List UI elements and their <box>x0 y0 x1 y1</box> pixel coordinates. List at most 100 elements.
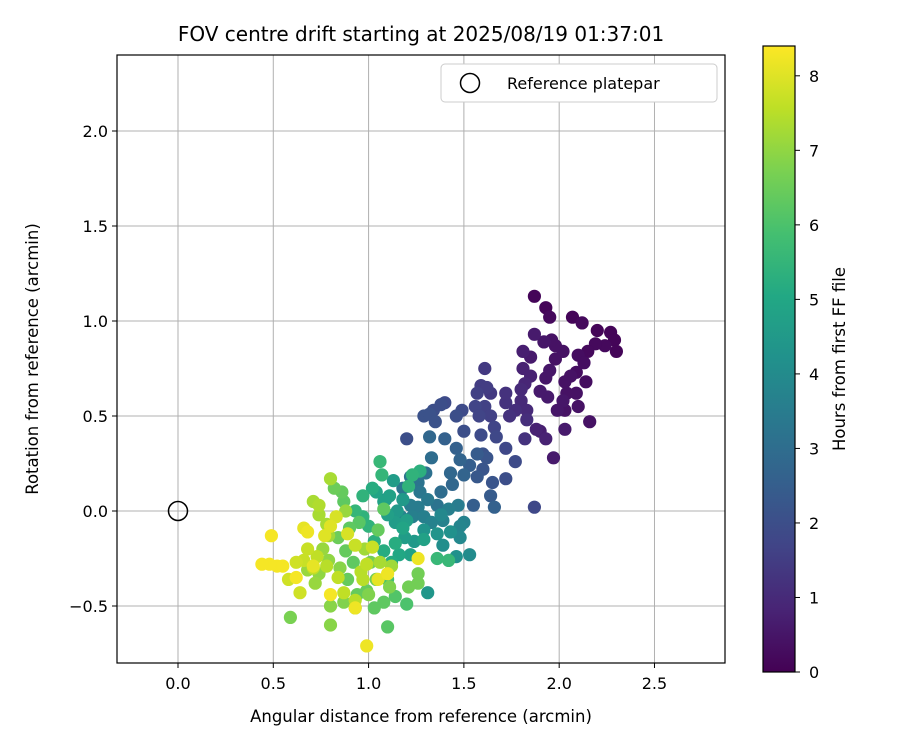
data-point <box>411 551 425 566</box>
data-point <box>365 540 379 554</box>
data-point <box>442 553 456 568</box>
data-point <box>341 527 355 541</box>
data-point <box>607 333 622 347</box>
x-tick-label: 0.5 <box>261 674 286 693</box>
data-point <box>434 485 448 499</box>
x-tick-label: 0.0 <box>165 674 190 693</box>
plot-frame <box>116 54 726 664</box>
data-point <box>577 356 591 370</box>
data-point <box>474 428 488 442</box>
data-point <box>337 595 351 609</box>
data-point <box>352 515 366 530</box>
data-point <box>348 601 362 615</box>
colorbar-ticks: 0 1 2 3 4 5 6 7 8 <box>795 67 819 682</box>
y-tick-label: 1.0 <box>83 312 108 331</box>
data-point <box>320 559 334 573</box>
data-point <box>470 386 484 400</box>
data-point <box>466 498 480 512</box>
data-point <box>436 538 450 552</box>
data-point <box>457 468 471 482</box>
y-tick-label: −0.5 <box>69 597 108 616</box>
data-point <box>537 335 551 349</box>
x-tick-label: 1.0 <box>356 674 381 693</box>
data-point <box>388 589 402 604</box>
data-point <box>337 586 351 600</box>
colorbar-tick-label: 0 <box>809 663 819 682</box>
colorbar-tick-label: 1 <box>809 588 819 607</box>
data-point <box>484 489 498 503</box>
data-point <box>289 555 303 569</box>
data-point <box>293 586 307 600</box>
data-point <box>396 521 410 535</box>
data-point <box>356 489 370 503</box>
data-point <box>579 375 593 389</box>
data-point <box>449 409 463 423</box>
data-point <box>371 572 385 587</box>
data-point <box>323 472 338 486</box>
data-point <box>421 493 435 507</box>
data-point <box>558 375 572 389</box>
data-point <box>264 529 278 543</box>
data-point <box>520 403 534 417</box>
data-point <box>323 519 338 533</box>
data-point <box>373 455 387 469</box>
data-point <box>411 567 425 581</box>
reference-platepar-marker <box>167 500 189 522</box>
data-point <box>485 475 500 490</box>
data-point <box>543 310 557 324</box>
data-point <box>499 441 513 455</box>
data-point <box>381 567 395 581</box>
data-point <box>362 588 376 602</box>
data-point <box>457 424 471 438</box>
data-point <box>453 519 467 533</box>
data-point <box>533 384 547 398</box>
colorbar-tick-label: 6 <box>809 216 819 235</box>
data-point <box>329 510 343 524</box>
data-point <box>503 409 517 423</box>
data-point <box>480 380 494 395</box>
data-point <box>428 415 442 429</box>
colorbar-frame <box>762 45 796 673</box>
data-point <box>323 599 338 613</box>
y-tick-label: 0.0 <box>83 502 108 521</box>
data-point <box>514 382 528 396</box>
data-point <box>516 344 530 358</box>
data-point <box>312 498 326 512</box>
data-point <box>301 525 315 539</box>
y-axis: −0.5 0.0 0.5 1.0 1.5 2.0 <box>69 122 117 616</box>
data-point <box>405 468 419 482</box>
data-point <box>546 451 561 465</box>
colorbar-gradient <box>763 46 795 672</box>
x-axis: 0.0 0.5 1.0 1.5 2.0 2.5 <box>165 663 667 693</box>
data-point <box>543 363 557 377</box>
data-point <box>571 399 585 414</box>
data-point <box>609 344 624 358</box>
x-tick-label: 1.5 <box>451 674 476 693</box>
data-point <box>499 472 513 486</box>
y-tick-label: 2.0 <box>83 122 108 141</box>
data-point <box>377 595 391 609</box>
data-point <box>430 527 444 541</box>
data-point <box>421 586 435 600</box>
data-point <box>367 601 381 615</box>
data-point <box>575 316 589 330</box>
data-point <box>255 557 269 571</box>
data-point <box>445 477 459 491</box>
data-point <box>527 500 542 514</box>
data-point <box>383 580 397 594</box>
data-point <box>463 458 477 472</box>
data-point <box>348 504 362 518</box>
data-point <box>569 386 583 400</box>
data-point <box>360 557 374 571</box>
data-point <box>470 447 484 461</box>
data-point <box>289 570 303 585</box>
data-point <box>339 544 353 558</box>
data-point <box>306 559 320 573</box>
data-point <box>470 470 484 484</box>
data-point <box>301 542 315 556</box>
data-point <box>453 453 467 467</box>
colorbar: 0 1 2 3 4 5 6 7 8 Hours from first FF file <box>762 45 849 682</box>
data-point <box>556 394 570 408</box>
data-point <box>388 536 402 550</box>
